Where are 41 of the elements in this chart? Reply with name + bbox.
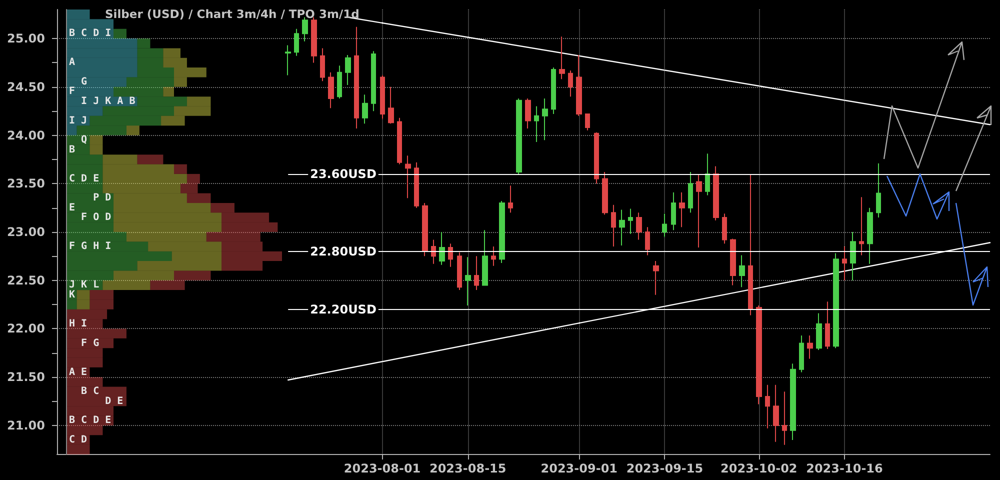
y-tick-label: B C xyxy=(69,386,100,398)
x-tick-label: 2023-10-16 xyxy=(806,462,883,476)
y-tick-label: 23.50 xyxy=(7,176,45,191)
x-tick-label: 2023-08-01 xyxy=(344,462,421,476)
y-tick-label: F xyxy=(69,86,76,98)
y-tick-label: 21.00 xyxy=(7,418,45,432)
y-tick-label: P D xyxy=(69,192,112,204)
y-tick-label: F G H I xyxy=(69,241,112,252)
y-tick-label: J K L xyxy=(69,280,100,291)
x-tick-label: 2023-09-01 xyxy=(540,462,618,476)
y-tick-label: B C D E xyxy=(69,415,112,426)
y-tick-label: 22.00 xyxy=(7,322,45,336)
y-tick-label: A xyxy=(69,57,76,68)
y-tick-label: F G xyxy=(69,338,100,349)
chart-title: Silber (USD) / Chart 3m/4h / TPO 3m/1d xyxy=(105,7,360,21)
y-tick-label: Q xyxy=(69,134,88,146)
y-tick-label: H I xyxy=(69,318,88,330)
ref-line-label: 23.60USD xyxy=(310,166,376,181)
y-tick-label: 24.00 xyxy=(7,128,45,142)
y-tick-label: C D xyxy=(69,434,88,446)
y-tick-label: B C D I xyxy=(69,28,112,40)
y-tick-label: G xyxy=(69,76,88,88)
y-tick-label: 21.50 xyxy=(7,370,45,384)
y-tick-label: E xyxy=(69,202,76,214)
x-tick-label: 2023-08-15 xyxy=(429,462,506,476)
x-tick-label: 2023-09-15 xyxy=(626,462,704,476)
y-tick-label: 22.50 xyxy=(7,273,45,288)
ref-line-label: 22.80USD xyxy=(310,244,376,258)
y-tick-label: A E xyxy=(69,366,88,378)
y-tick-label: 24.50 xyxy=(7,80,45,94)
ref-line-label: 22.20USD xyxy=(310,302,376,316)
x-tick-label: 2023-10-02 xyxy=(720,462,798,476)
y-tick-label: 25.00 xyxy=(7,32,45,46)
y-tick-label: D E xyxy=(69,396,124,407)
y-tick-label: C D E xyxy=(69,173,100,184)
y-tick-label: K xyxy=(69,289,76,300)
y-tick-label: 23.00 xyxy=(7,225,45,239)
y-tick-label: I J K A B xyxy=(69,96,136,107)
y-tick-label: F O D xyxy=(69,212,112,223)
y-tick-label: I J xyxy=(69,115,88,126)
y-tick-label: B xyxy=(69,144,76,156)
